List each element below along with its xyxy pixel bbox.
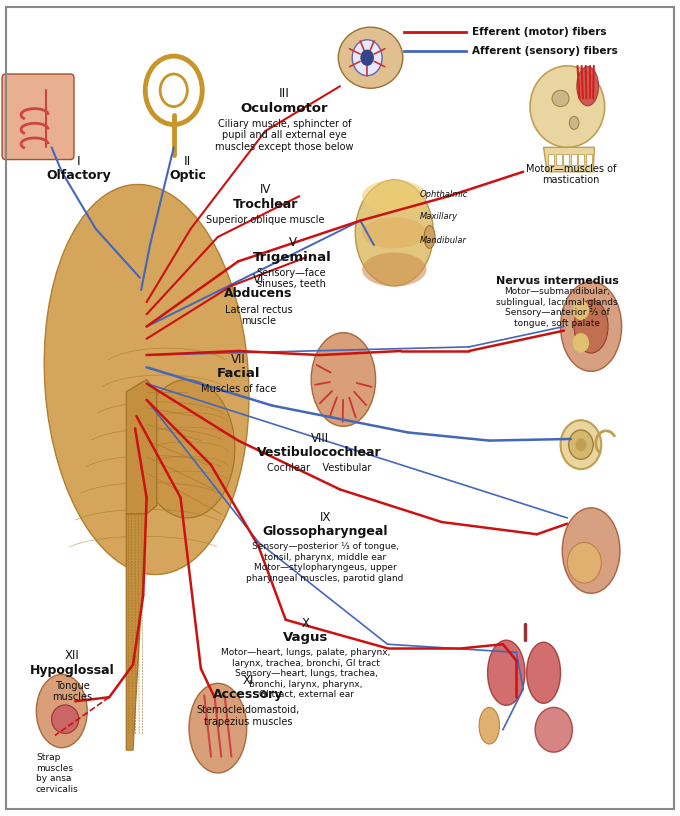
Text: Oculomotor: Oculomotor — [241, 102, 328, 115]
Ellipse shape — [560, 282, 622, 371]
Text: IV: IV — [260, 184, 271, 196]
Text: Trochlear: Trochlear — [233, 197, 298, 211]
Ellipse shape — [574, 300, 608, 353]
FancyBboxPatch shape — [578, 154, 584, 166]
Ellipse shape — [530, 66, 605, 148]
Polygon shape — [543, 148, 594, 171]
Text: Lateral rectus
muscle: Lateral rectus muscle — [225, 304, 292, 326]
Polygon shape — [126, 379, 157, 514]
Text: Efferent (motor) fibers: Efferent (motor) fibers — [473, 27, 607, 37]
Ellipse shape — [362, 180, 426, 212]
Text: III: III — [279, 87, 290, 100]
Ellipse shape — [552, 91, 569, 107]
Text: Glossopharyngeal: Glossopharyngeal — [262, 526, 388, 539]
Text: Vagus: Vagus — [284, 632, 328, 644]
FancyBboxPatch shape — [571, 154, 577, 166]
Text: XII: XII — [65, 650, 80, 662]
Ellipse shape — [479, 707, 500, 744]
Text: Cochlear    Vestibular: Cochlear Vestibular — [267, 463, 372, 473]
Ellipse shape — [424, 225, 435, 248]
Ellipse shape — [535, 707, 573, 752]
FancyBboxPatch shape — [548, 154, 554, 166]
FancyBboxPatch shape — [2, 74, 74, 160]
Ellipse shape — [52, 705, 79, 734]
Ellipse shape — [362, 252, 426, 286]
FancyBboxPatch shape — [585, 154, 592, 166]
Circle shape — [352, 40, 382, 76]
Text: Ophthalmic: Ophthalmic — [420, 190, 469, 199]
Text: Hypoglossal: Hypoglossal — [29, 663, 114, 676]
Text: Superior oblique muscle: Superior oblique muscle — [206, 215, 324, 225]
Ellipse shape — [488, 641, 525, 705]
Text: I: I — [77, 155, 80, 168]
Circle shape — [573, 333, 589, 353]
Text: Strap
muscles
by ansa
cervicalis: Strap muscles by ansa cervicalis — [36, 753, 79, 794]
Text: Accessory: Accessory — [214, 688, 284, 701]
Circle shape — [568, 430, 593, 459]
Text: Muscles of face: Muscles of face — [201, 384, 276, 394]
Text: Mandibular: Mandibular — [420, 236, 467, 245]
Ellipse shape — [526, 642, 560, 703]
Circle shape — [560, 420, 601, 469]
Text: Sternocleidomastoid,
trapezius muscles: Sternocleidomastoid, trapezius muscles — [197, 705, 300, 727]
Text: Motor—muscles of
mastication: Motor—muscles of mastication — [526, 164, 616, 185]
Text: V: V — [288, 236, 296, 249]
Ellipse shape — [562, 508, 620, 593]
Text: Motor—heart, lungs, palate, pharynx,
larynx, trachea, bronchi, GI tract
Sensory—: Motor—heart, lungs, palate, pharynx, lar… — [222, 648, 391, 699]
Text: VII: VII — [231, 353, 245, 366]
Ellipse shape — [355, 180, 433, 286]
Ellipse shape — [577, 67, 598, 106]
Text: Trigeminal: Trigeminal — [253, 251, 332, 264]
Text: Tongue
muscles: Tongue muscles — [52, 681, 92, 703]
Text: Motor—submandibular,
sublingual, lacrimal glands
Sensory—anterior ⅔ of
tongue, s: Motor—submandibular, sublingual, lacrima… — [496, 287, 618, 328]
Ellipse shape — [36, 674, 87, 747]
Text: Vestibulocochlear: Vestibulocochlear — [257, 446, 382, 459]
Ellipse shape — [569, 117, 579, 130]
Text: II: II — [184, 155, 191, 168]
Circle shape — [573, 300, 589, 320]
Circle shape — [575, 438, 586, 451]
FancyBboxPatch shape — [556, 154, 562, 166]
Ellipse shape — [362, 217, 426, 248]
Ellipse shape — [189, 683, 247, 773]
Text: Optic: Optic — [169, 169, 206, 182]
Text: VI: VI — [253, 273, 265, 286]
Text: IX: IX — [320, 511, 330, 524]
Circle shape — [360, 50, 374, 66]
FancyBboxPatch shape — [563, 154, 569, 166]
Ellipse shape — [140, 379, 235, 518]
Text: Sensory—posterior ⅓ of tongue,
tonsil, pharynx, middle ear
Motor—stylopharyngeus: Sensory—posterior ⅓ of tongue, tonsil, p… — [246, 543, 404, 583]
Polygon shape — [126, 514, 147, 750]
Text: Nervus intermedius: Nervus intermedius — [496, 276, 619, 286]
Text: XI: XI — [243, 673, 254, 686]
Ellipse shape — [44, 184, 249, 574]
Text: Abducens: Abducens — [224, 287, 293, 300]
Text: Facial: Facial — [216, 367, 260, 380]
Text: VIII: VIII — [311, 432, 328, 445]
Text: Maxillary: Maxillary — [420, 212, 458, 221]
Ellipse shape — [311, 333, 375, 426]
Text: Ciliary muscle, sphincter of
pupil and all external eye
muscles except those bel: Ciliary muscle, sphincter of pupil and a… — [215, 119, 354, 152]
Text: Sensory—face
sinuses, teeth: Sensory—face sinuses, teeth — [256, 268, 326, 290]
Text: Olfactory: Olfactory — [46, 169, 111, 182]
Ellipse shape — [339, 27, 403, 88]
Text: Afferent (sensory) fibers: Afferent (sensory) fibers — [473, 47, 618, 56]
Text: X: X — [302, 617, 310, 630]
Circle shape — [567, 543, 601, 583]
